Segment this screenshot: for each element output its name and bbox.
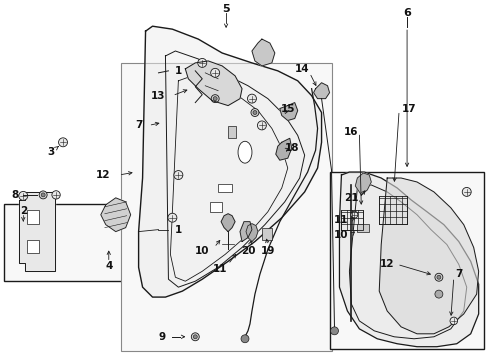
Bar — [329, 172, 483, 349]
Text: 10: 10 — [333, 230, 348, 239]
Bar — [341, 210, 363, 230]
Text: 1: 1 — [174, 225, 182, 235]
Circle shape — [436, 275, 440, 279]
Circle shape — [250, 109, 258, 117]
Text: 7: 7 — [454, 269, 462, 279]
Bar — [27, 239, 39, 253]
Text: 2: 2 — [20, 206, 27, 216]
Circle shape — [434, 290, 442, 298]
Bar — [227, 126, 236, 138]
Text: 11: 11 — [333, 215, 348, 225]
Circle shape — [461, 188, 470, 196]
Text: 20: 20 — [240, 247, 255, 256]
Text: 11: 11 — [212, 264, 227, 274]
Circle shape — [252, 111, 256, 114]
Circle shape — [330, 327, 338, 335]
Text: 21: 21 — [344, 193, 358, 203]
Circle shape — [210, 68, 219, 77]
Text: 10: 10 — [195, 247, 209, 256]
Text: 9: 9 — [159, 332, 166, 342]
Circle shape — [197, 58, 206, 67]
Text: 12: 12 — [95, 170, 110, 180]
Bar — [379, 196, 406, 224]
Text: 18: 18 — [284, 143, 298, 153]
Circle shape — [247, 94, 256, 103]
Bar — [4, 204, 151, 281]
Text: 3: 3 — [47, 147, 55, 157]
Bar — [357, 224, 368, 231]
Text: 14: 14 — [294, 64, 308, 74]
Text: 19: 19 — [260, 247, 274, 256]
Text: 8: 8 — [12, 190, 19, 200]
Polygon shape — [339, 172, 478, 347]
Circle shape — [213, 96, 217, 100]
Bar — [218, 184, 232, 192]
Circle shape — [167, 213, 177, 222]
Circle shape — [41, 193, 45, 197]
Circle shape — [193, 335, 197, 339]
Text: 17: 17 — [401, 104, 415, 113]
Text: 5: 5 — [222, 4, 229, 14]
Circle shape — [449, 317, 457, 325]
Polygon shape — [138, 26, 321, 297]
Text: 15: 15 — [280, 104, 294, 113]
Polygon shape — [185, 61, 242, 105]
Circle shape — [52, 191, 60, 199]
Bar — [27, 210, 39, 224]
Circle shape — [350, 211, 357, 218]
Circle shape — [39, 191, 47, 199]
Text: 6: 6 — [402, 8, 410, 18]
Polygon shape — [221, 214, 235, 231]
Bar — [262, 228, 271, 239]
Circle shape — [257, 121, 266, 130]
Polygon shape — [379, 178, 478, 334]
Circle shape — [191, 333, 199, 341]
Text: 4: 4 — [105, 261, 112, 271]
Circle shape — [59, 138, 67, 147]
Circle shape — [19, 192, 28, 201]
Ellipse shape — [238, 141, 251, 163]
Circle shape — [174, 171, 183, 180]
Bar — [121, 63, 331, 351]
Polygon shape — [240, 222, 251, 242]
Text: 13: 13 — [151, 91, 165, 101]
Polygon shape — [275, 138, 291, 160]
Polygon shape — [251, 39, 274, 66]
Polygon shape — [279, 103, 297, 121]
Text: 1: 1 — [174, 66, 182, 76]
Polygon shape — [313, 83, 329, 99]
Polygon shape — [101, 198, 130, 231]
Circle shape — [211, 95, 219, 103]
Polygon shape — [355, 173, 370, 195]
Polygon shape — [19, 192, 55, 271]
Text: 12: 12 — [379, 259, 394, 269]
Bar — [210, 202, 222, 212]
Circle shape — [434, 273, 442, 281]
Text: 16: 16 — [344, 127, 358, 138]
Polygon shape — [245, 224, 257, 242]
Circle shape — [241, 335, 248, 343]
Text: 7: 7 — [135, 121, 142, 130]
